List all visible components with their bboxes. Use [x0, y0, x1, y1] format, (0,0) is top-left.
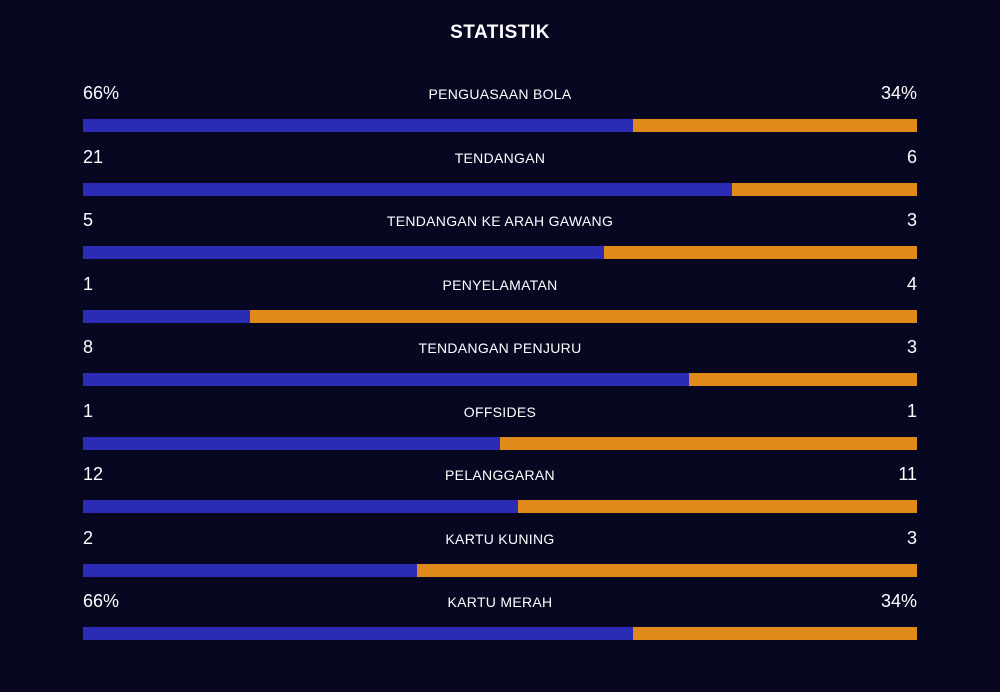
- away-value: 34%: [880, 591, 917, 611]
- stat-header: 8 TENDANGAN PENJURU 3: [83, 334, 917, 362]
- stat-label: PENYELAMATAN: [442, 276, 558, 293]
- stat-row-kartu-kuning: 2 KARTU KUNING 3: [83, 525, 917, 589]
- stat-label: TENDANGAN KE ARAH GAWANG: [386, 213, 614, 229]
- home-value: 5: [83, 210, 94, 230]
- home-value: 21: [83, 146, 104, 167]
- stat-label: PELANGGARAN: [445, 467, 555, 483]
- home-value: 1: [83, 400, 94, 421]
- away-value: 3: [906, 527, 917, 548]
- home-bar: [83, 627, 634, 640]
- comparison-bar: [83, 246, 917, 259]
- comparison-bar: [83, 119, 917, 132]
- stat-row-pelanggaran: 12 PELANGGARAN 11: [83, 461, 917, 525]
- stat-label: OFFSIDES: [463, 403, 537, 420]
- comparison-bar: [83, 500, 917, 513]
- stat-label: PENGUASAAN BOLA: [428, 86, 572, 102]
- comparison-bar: [83, 182, 917, 196]
- home-value: 8: [83, 337, 94, 357]
- comparison-bar: [83, 563, 917, 577]
- comparison-bar: [83, 309, 917, 323]
- stat-label: TENDANGAN: [454, 149, 546, 166]
- stat-header: 66% KARTU MERAH 34%: [83, 588, 917, 616]
- home-bar: [83, 563, 417, 577]
- comparison-bar: [83, 436, 917, 450]
- away-value: 34%: [880, 83, 917, 103]
- away-value: 6: [906, 146, 917, 167]
- stat-header: 21 TENDANGAN 6: [83, 144, 917, 172]
- home-bar: [83, 246, 605, 259]
- home-value: 66%: [83, 591, 120, 611]
- stat-label: KARTU MERAH: [447, 594, 553, 610]
- home-value: 2: [83, 527, 94, 548]
- stat-row-penguasaan-bola: 66% PENGUASAAN BOLA 34%: [83, 80, 917, 144]
- away-value: 3: [906, 337, 917, 357]
- stat-header: 12 PELANGGARAN 11: [83, 461, 917, 489]
- stat-row-offsides: 1 OFFSIDES 1: [83, 398, 917, 462]
- stat-header: 1 PENYELAMATAN 4: [83, 271, 917, 299]
- stat-row-kartu-merah: 66% KARTU MERAH 34%: [83, 588, 917, 652]
- page-title: STATISTIK: [450, 22, 550, 43]
- stat-row-tendangan-penjuru: 8 TENDANGAN PENJURU 3: [83, 334, 917, 398]
- home-bar: [83, 436, 500, 450]
- home-bar: [83, 182, 732, 196]
- home-bar: [83, 119, 634, 132]
- stats-list: 66% PENGUASAAN BOLA 34% 21 TENDANGAN 6 5…: [83, 80, 917, 652]
- home-value: 66%: [83, 83, 120, 103]
- stat-header: 66% PENGUASAAN BOLA 34%: [83, 80, 917, 108]
- stat-label: KARTU KUNING: [445, 530, 555, 547]
- home-bar: [83, 309, 250, 323]
- away-value: 1: [906, 400, 917, 421]
- comparison-bar: [83, 627, 917, 640]
- away-value: 3: [906, 210, 917, 230]
- stat-row-tendangan: 21 TENDANGAN 6: [83, 144, 917, 208]
- stat-row-tendangan-ke-arah-gawang: 5 TENDANGAN KE ARAH GAWANG 3: [83, 207, 917, 271]
- stat-header: 1 OFFSIDES 1: [83, 398, 917, 426]
- away-value: 4: [906, 273, 917, 294]
- stat-label: TENDANGAN PENJURU: [418, 340, 582, 356]
- stat-row-penyelamatan: 1 PENYELAMATAN 4: [83, 271, 917, 335]
- home-value: 1: [83, 273, 94, 294]
- home-bar: [83, 373, 690, 386]
- home-bar: [83, 500, 519, 513]
- stat-header: 5 TENDANGAN KE ARAH GAWANG 3: [83, 207, 917, 235]
- comparison-bar: [83, 373, 917, 386]
- stat-header: 2 KARTU KUNING 3: [83, 525, 917, 553]
- home-value: 12: [83, 464, 104, 484]
- away-value: 11: [898, 464, 917, 484]
